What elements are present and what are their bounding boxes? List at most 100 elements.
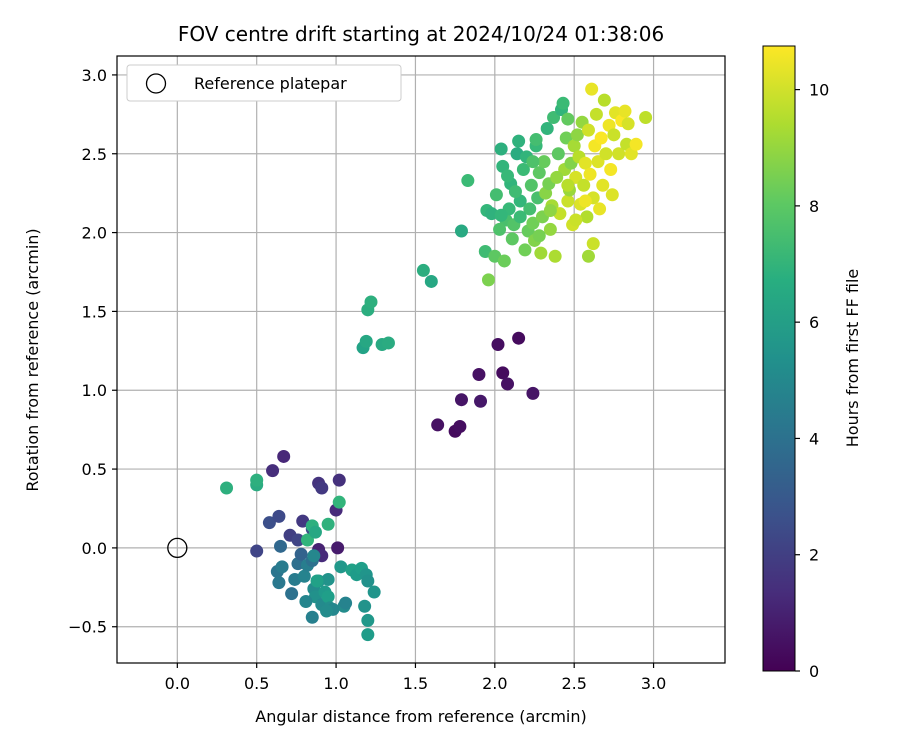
data-point: [548, 249, 562, 263]
data-point: [294, 547, 308, 561]
data-point: [461, 174, 475, 188]
data-point: [581, 249, 595, 263]
x-tick-label: 0.5: [244, 674, 269, 693]
legend-label: Reference platepar: [194, 74, 347, 93]
data-point: [320, 604, 334, 618]
y-tick-label: 2.0: [82, 224, 107, 243]
data-point: [308, 525, 322, 539]
data-point: [359, 334, 373, 348]
data-point: [594, 131, 608, 145]
data-point: [550, 170, 564, 184]
data-point: [629, 137, 643, 151]
colorbar-tick-label: 2: [809, 546, 819, 565]
y-axis-ticks: −0.5 0.0 0.5 1.0 1.5 2.0 2.5 3.0: [68, 66, 117, 637]
data-point: [591, 155, 605, 169]
data-point: [569, 170, 583, 184]
data-point: [567, 139, 581, 153]
data-point: [364, 295, 378, 309]
legend-box: [126, 64, 402, 102]
data-point: [334, 560, 348, 574]
data-point: [274, 539, 288, 553]
plot-frame: [116, 55, 726, 664]
data-point: [518, 243, 532, 257]
data-point: [472, 367, 486, 381]
data-point: [586, 237, 600, 251]
data-point: [578, 194, 592, 208]
x-tick-label: 1.0: [323, 674, 348, 693]
data-point: [505, 232, 519, 246]
data-point: [321, 572, 335, 586]
data-point: [604, 163, 618, 177]
data-point: [262, 516, 276, 530]
data-point: [583, 167, 597, 181]
data-point: [494, 142, 508, 156]
data-point: [547, 110, 561, 124]
data-point: [431, 418, 445, 432]
colorbar-tick-label: 0: [809, 662, 819, 681]
colorbar-ticks: 0 2 4 6 8 10: [795, 81, 829, 681]
data-point: [559, 131, 573, 145]
x-tick-label: 0.0: [165, 674, 190, 693]
data-point: [524, 178, 538, 192]
data-point: [605, 188, 619, 202]
data-point: [526, 216, 540, 230]
data-point: [578, 156, 592, 170]
data-point: [585, 82, 599, 96]
data-point: [277, 449, 291, 463]
data-point: [454, 393, 468, 407]
legend: Reference platepar: [126, 64, 402, 102]
reference-point-marker: [167, 537, 188, 559]
data-point: [589, 107, 603, 121]
data-point: [523, 202, 537, 216]
data-points: [167, 82, 653, 642]
colorbar-label: Hours from first FF file: [843, 269, 862, 448]
data-point: [543, 222, 557, 236]
colorbar-gradient: [762, 45, 796, 672]
data-point: [581, 123, 595, 137]
data-point: [494, 208, 508, 222]
data-point: [361, 613, 375, 627]
data-point: [272, 576, 286, 590]
data-point: [300, 533, 314, 547]
data-point: [556, 96, 570, 110]
data-point: [543, 204, 557, 218]
data-point: [332, 473, 346, 487]
data-point: [491, 338, 505, 352]
data-point: [526, 386, 540, 400]
data-point: [474, 394, 488, 408]
data-point: [580, 210, 594, 224]
data-point: [367, 585, 381, 599]
y-tick-label: 0.5: [82, 460, 107, 479]
data-point: [496, 366, 510, 380]
data-point: [453, 420, 467, 434]
data-point: [577, 178, 591, 192]
data-point: [597, 93, 611, 107]
data-point: [621, 117, 635, 131]
data-point: [599, 147, 613, 161]
colorbar-tick-label: 8: [809, 197, 819, 216]
colorbar-tick-label: 4: [809, 429, 819, 448]
data-point: [607, 128, 621, 142]
data-point: [501, 377, 515, 391]
data-point: [540, 122, 554, 136]
data-point: [297, 569, 311, 583]
legend-reference-marker: [145, 73, 167, 94]
data-point: [551, 147, 565, 161]
x-tick-label: 1.5: [403, 674, 428, 693]
data-point: [321, 517, 335, 531]
data-point: [332, 495, 346, 509]
data-point: [310, 574, 324, 588]
colorbar-tick-label: 10: [809, 81, 829, 100]
y-tick-label: 1.0: [82, 381, 107, 400]
data-point: [516, 163, 530, 177]
data-point: [250, 473, 264, 487]
data-point: [321, 590, 335, 604]
data-point: [481, 273, 495, 287]
data-point: [339, 596, 353, 610]
data-point: [416, 263, 430, 277]
data-point: [532, 166, 546, 180]
data-point: [561, 112, 575, 126]
data-point: [596, 178, 610, 192]
data-point: [532, 229, 546, 243]
